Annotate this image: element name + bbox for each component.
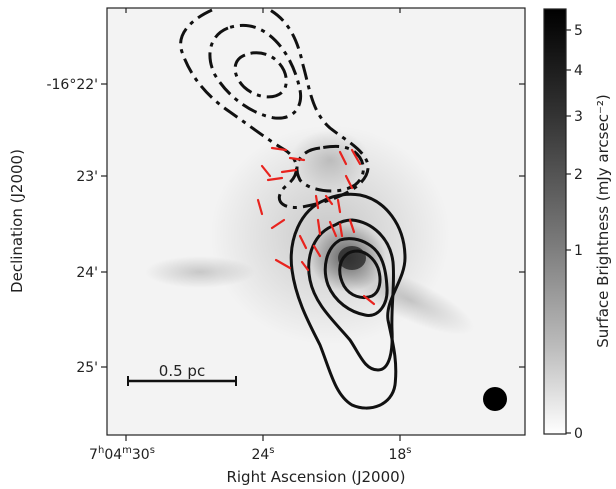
colorbar-tick-1: 1 [574, 243, 583, 259]
polarization-vector-0 [270, 146, 288, 152]
x-axis-label: Right Ascension (J2000) [226, 468, 405, 486]
y-tick-label-0: -16°22' [46, 77, 98, 93]
image-panel: 0.5 pc 7h04m30s 24s 18s -16°22' 23' 24' … [8, 7, 526, 486]
y-tick-label-1: 23' [76, 169, 98, 185]
colorbar-tick-3: 3 [574, 109, 583, 125]
solid-contour-2 [307, 218, 396, 372]
colorbar-label: Surface Brightness (mJy arcsec⁻²) [594, 94, 612, 347]
polarization-vector-7 [274, 258, 292, 270]
colorbar: 5 4 3 2 1 0 Surface Brightness (mJy arcs… [543, 8, 612, 442]
polarization-vector-6 [270, 218, 286, 230]
colorbar-ticks [566, 29, 571, 434]
dashed-contour-outer [179, 8, 370, 209]
solid-contours [289, 192, 407, 410]
y-tick-label-2: 24' [76, 265, 98, 281]
polarization-vector-16 [316, 218, 322, 236]
polarization-vector-1 [288, 156, 306, 162]
polarization-vector-13 [344, 174, 354, 190]
colorbar-tick-0: 0 [574, 426, 583, 442]
scale-bar-label: 0.5 pc [159, 362, 205, 380]
dashed-contour-mid [208, 23, 303, 120]
x-tick-label-2: 18s [388, 445, 411, 463]
polarization-vector-12 [350, 148, 362, 166]
polarization-vector-19 [338, 222, 344, 238]
colorbar-tick-4: 4 [574, 63, 583, 79]
polarization-vector-3 [266, 176, 284, 182]
polarization-vectors [256, 146, 376, 306]
scale-bar: 0.5 pc [127, 362, 237, 386]
dashed-contour-south [295, 144, 365, 193]
x-tick-label-0: 7h04m30s [89, 445, 155, 463]
polarization-vector-18 [336, 198, 342, 214]
emission-west [145, 256, 255, 288]
polarization-vector-5 [256, 198, 264, 216]
polarization-vector-4 [260, 164, 272, 178]
plot-frame [106, 7, 526, 436]
polarization-vector-15 [314, 194, 320, 210]
polarization-vector-21 [362, 294, 376, 306]
x-tick-label-1: 24s [251, 445, 274, 463]
polarization-vector-9 [312, 244, 322, 258]
polarization-vector-14 [324, 194, 334, 206]
y-axis-label: Declination (J2000) [8, 149, 26, 293]
dashed-contour-inner [233, 51, 288, 99]
y-tick-label-3: 25' [76, 360, 98, 376]
emission-ridge [345, 265, 475, 335]
beam-circle [483, 387, 507, 411]
polarization-vector-11 [338, 150, 348, 166]
polarization-vector-17 [328, 220, 338, 238]
solid-contour-1 [289, 192, 407, 410]
north-clump [290, 130, 370, 190]
solid-contour-3 [323, 237, 389, 317]
colorbar-tick-2: 2 [574, 167, 583, 183]
solid-contour-4 [338, 249, 382, 300]
tick-marks [101, 8, 525, 441]
colorbar-tick-5: 5 [574, 23, 583, 39]
polarization-vector-8 [298, 234, 308, 250]
dashed-contours [179, 8, 370, 209]
colorbar-gradient [543, 8, 567, 435]
polarization-vector-2 [280, 168, 298, 174]
polarization-vector-10 [300, 260, 310, 272]
polarization-vector-20 [348, 218, 356, 234]
